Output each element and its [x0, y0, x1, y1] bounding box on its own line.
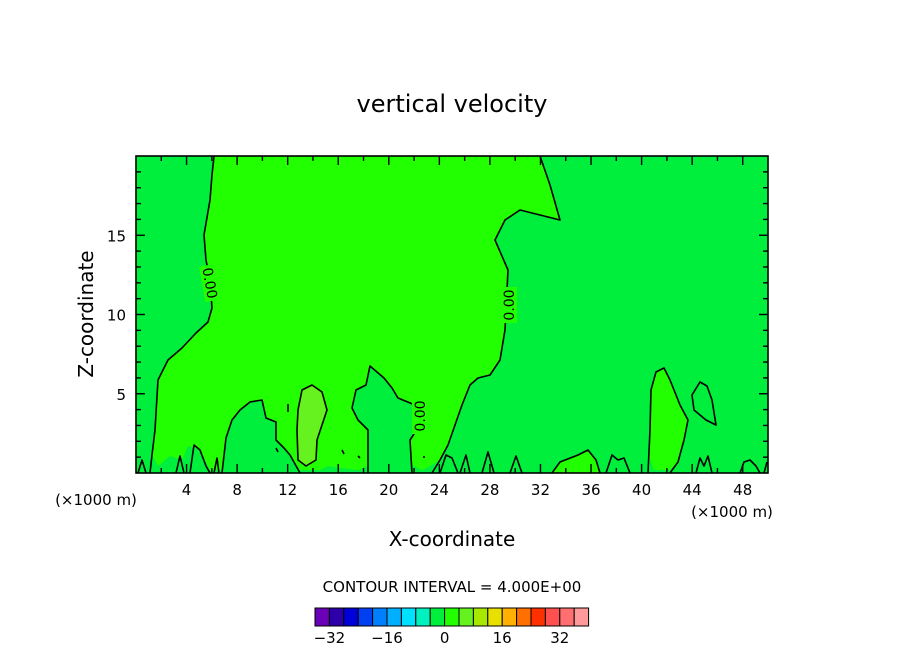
- x-tick-label: 28: [480, 481, 499, 499]
- contour-label-center-bg: [412, 398, 428, 434]
- x-unit-left: (×1000 m): [55, 491, 137, 509]
- zero-contour-right: [431, 156, 561, 473]
- zero-contour-left: [149, 156, 215, 473]
- colorbar-swatch: [314, 607, 330, 627]
- x-tick-label: 48: [733, 481, 752, 499]
- contour-interval-text: CONTOUR INTERVAL = 4.000E+00: [323, 578, 582, 596]
- colorbar-tick-label: 0: [440, 629, 450, 647]
- contour-field: [136, 156, 768, 473]
- x-axis-ticks: 4 8 12 16 20 24 28 32 36 40 44 48: [160, 156, 752, 499]
- x-tick-label: 40: [632, 481, 651, 499]
- colorbar-swatch: [472, 607, 489, 627]
- zero-contour-dots: [275, 404, 425, 459]
- x-unit-right: (×1000 m): [691, 503, 773, 521]
- x-tick-label: 20: [379, 481, 398, 499]
- colorbar-swatch: [400, 607, 417, 627]
- zero-contour-east-cell: [647, 367, 689, 473]
- colorbar-swatch: [357, 607, 374, 627]
- contour-label-left-text: 0.00: [198, 266, 219, 299]
- contour-label-left-bg: [198, 263, 222, 303]
- contour-label-left: 0.00: [198, 263, 222, 303]
- contour-label-center: 0.00: [412, 398, 429, 434]
- colorbar-tick-label: −16: [371, 629, 403, 647]
- four-contour-cell: [296, 384, 328, 467]
- zero-contour-surface-wiggles: [137, 444, 768, 473]
- colorbar-swatch: [444, 607, 460, 627]
- colorbar-tick-label: −32: [314, 629, 346, 647]
- x-tick-label: 12: [278, 481, 297, 499]
- colorbar-swatch: [386, 607, 402, 627]
- zero-contour-east-small: [691, 381, 717, 426]
- contour-label-right-text: 0.00: [502, 289, 518, 320]
- colorbar-tick-label: 32: [550, 629, 569, 647]
- y-tick-label: 15: [107, 227, 126, 245]
- x-axis-label: X-coordinate: [389, 527, 516, 551]
- x-tick-label: 16: [329, 481, 348, 499]
- colorbar-swatch: [458, 607, 474, 627]
- contour-label-right-bg: [501, 287, 517, 323]
- chart-title: vertical velocity: [357, 90, 548, 118]
- y-tick-label: 10: [107, 307, 126, 325]
- colorbar-swatch: [415, 607, 431, 627]
- colorbar-swatch: [530, 607, 546, 627]
- y-axis-ticks: 5 10 15: [107, 171, 768, 458]
- colorbar-swatch: [343, 607, 359, 627]
- x-tick-label: 36: [581, 481, 600, 499]
- colorbar-swatch: [372, 607, 388, 627]
- colorbar: [314, 607, 590, 627]
- colorbar-swatch: [516, 607, 532, 627]
- x-tick-label: 44: [683, 481, 702, 499]
- x-tick-label: 8: [232, 481, 242, 499]
- contour-label-center-text: 0.00: [413, 400, 429, 431]
- y-tick-label: 5: [116, 386, 126, 404]
- colorbar-swatch: [328, 607, 345, 627]
- colorbar-swatch: [544, 607, 561, 627]
- colorbar-swatch: [501, 607, 518, 627]
- colorbar-tick-label: 16: [493, 629, 512, 647]
- contour-label-right: 0.00: [501, 287, 518, 323]
- colorbar-labels: −32 −16 0 16 32: [314, 629, 570, 647]
- y-axis-label: Z-coordinate: [74, 250, 98, 377]
- x-tick-label: 24: [430, 481, 449, 499]
- colorbar-swatch: [573, 607, 590, 627]
- x-tick-label: 4: [182, 481, 192, 499]
- colorbar-swatch: [559, 607, 575, 627]
- positive-region: [152, 156, 688, 473]
- high-positive-region: [297, 385, 327, 466]
- colorbar-swatch: [487, 607, 503, 627]
- x-tick-label: 32: [531, 481, 550, 499]
- zero-contour-left-cells: [221, 399, 301, 473]
- colorbar-swatch: [429, 607, 446, 627]
